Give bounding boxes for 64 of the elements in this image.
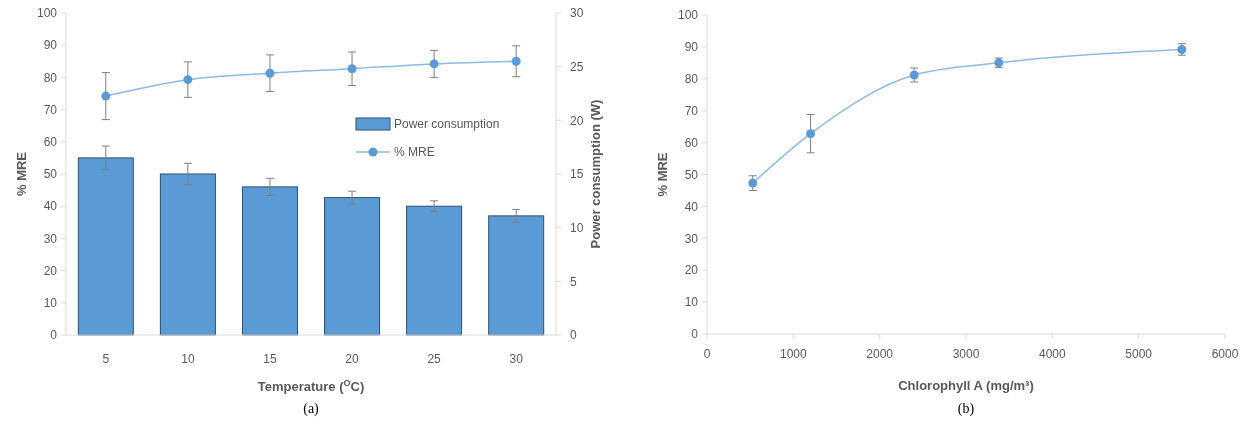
x-tick-label: 3000 <box>952 347 980 361</box>
y-tick-label: 10 <box>43 296 58 310</box>
x-tick-label: 6000 <box>1211 347 1239 361</box>
y-tick-label: 0 <box>691 327 699 342</box>
bar <box>77 157 134 336</box>
y2-tick-label: 25 <box>570 59 584 74</box>
bar <box>159 173 216 336</box>
bar <box>406 205 463 336</box>
y2-tick-label: 10 <box>570 220 584 235</box>
y-tick-label: 100 <box>36 6 58 21</box>
point <box>429 59 439 69</box>
y-tick-label: 0 <box>50 328 58 343</box>
y-tick-label: 30 <box>43 231 58 246</box>
x-tick-label: 25 <box>427 352 442 366</box>
x-axis-title: Temperature ($^{O}$C) <box>257 378 365 394</box>
point <box>806 129 816 139</box>
legend-label: % MRE <box>394 145 435 160</box>
bar <box>488 215 545 336</box>
y2-axis-title: Power consumption (W) <box>588 99 603 249</box>
point <box>101 91 111 101</box>
y2-tick-label: 5 <box>570 274 577 289</box>
y-tick-label: 20 <box>684 263 699 278</box>
x-tick-label: 2000 <box>866 347 894 361</box>
y-tick-label: 100 <box>677 8 699 23</box>
x-tick-label: 30 <box>509 352 524 366</box>
y2-tick-label: 30 <box>570 6 584 21</box>
x-tick-label: 5 <box>102 352 110 366</box>
x-tick-label: 5000 <box>1125 347 1153 361</box>
y-tick-label: 50 <box>684 167 699 182</box>
x-tick-label: 20 <box>345 352 360 366</box>
x-tick-label: 10 <box>181 352 195 366</box>
text: (a) <box>303 401 320 417</box>
bar <box>241 186 298 336</box>
y2-tick-label: 15 <box>570 167 584 182</box>
x-tick-label: 0 <box>703 347 711 361</box>
y-tick-label: 20 <box>43 263 58 278</box>
y-tick-label: 40 <box>684 199 699 214</box>
text: (b) <box>957 401 975 417</box>
x-tick-label: 1000 <box>779 347 807 361</box>
y-tick-label: 90 <box>684 40 699 55</box>
point <box>265 68 275 78</box>
y-tick-label: 70 <box>43 102 58 117</box>
point <box>183 75 193 85</box>
y-tick-label: 60 <box>43 135 58 149</box>
y-tick-label: 50 <box>43 167 58 182</box>
x-tick-label: 15 <box>263 352 277 366</box>
y-tick-label: 40 <box>43 199 58 214</box>
point <box>347 64 357 74</box>
point <box>511 56 521 66</box>
y-tick-label: 10 <box>684 295 699 310</box>
x-axis-title: Chlorophyll A (mg/m³) <box>898 378 1034 393</box>
y-tick-label: 70 <box>684 103 699 118</box>
bar <box>324 197 381 336</box>
y-tick-label: 80 <box>43 70 58 85</box>
y-tick-label: 30 <box>684 231 699 246</box>
y-tick-label: 60 <box>684 135 699 150</box>
y-tick-label: 80 <box>684 72 699 86</box>
y-axis-title: % MRE <box>655 152 670 197</box>
x-tick-label: 4000 <box>1038 347 1066 361</box>
y2-tick-label: 0 <box>570 328 577 343</box>
y-axis-title: % MRE <box>14 151 29 197</box>
legend-label: Power consumption <box>394 117 500 132</box>
y2-tick-label: 20 <box>570 113 584 128</box>
y-tick-label: 90 <box>43 38 58 53</box>
